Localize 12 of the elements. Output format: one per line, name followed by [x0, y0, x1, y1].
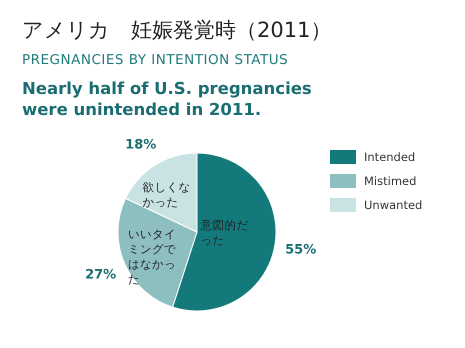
legend-label: Unwanted: [364, 198, 422, 212]
data-label: 27%: [85, 268, 116, 283]
legend-label: Mistimed: [364, 174, 416, 188]
text: 意図的だった: [200, 218, 248, 247]
chart-subtitle: PREGNANCIES BY INTENTION STATUS: [22, 52, 288, 68]
chart-title: アメリカ 妊娠発覚時（2011）: [22, 17, 332, 44]
text: 欲しくなかった: [142, 180, 191, 209]
text: Nearly half of U.S. pregnancies were unintended in 2011.: [22, 78, 313, 120]
data-label: 55%: [285, 242, 316, 258]
data-label: 18%: [125, 137, 156, 152]
text: いいタイミングではなかった: [128, 227, 176, 286]
legend-label: Intended: [364, 150, 416, 164]
